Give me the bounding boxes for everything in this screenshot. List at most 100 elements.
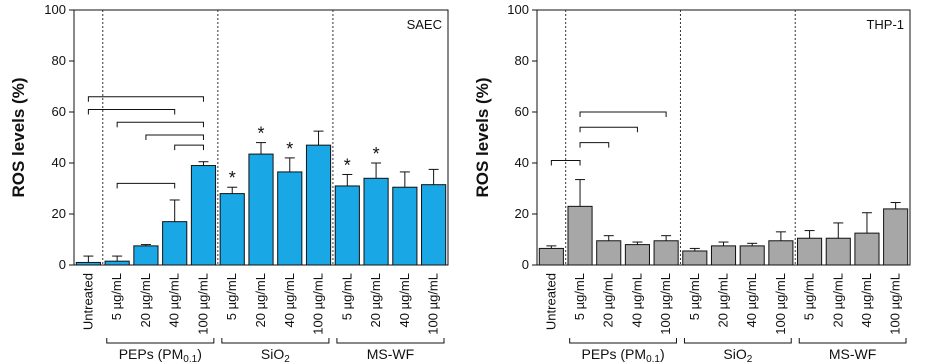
bar bbox=[248, 153, 274, 266]
bar bbox=[162, 221, 188, 266]
category-label: Untreated bbox=[80, 273, 95, 330]
y-tick-label: 80 bbox=[52, 53, 66, 68]
bar bbox=[277, 171, 303, 266]
bar bbox=[710, 245, 737, 266]
comparison-bracket bbox=[87, 108, 176, 115]
y-tick-label: 100 bbox=[507, 2, 529, 17]
category-label: 20 µg/mL bbox=[716, 273, 731, 327]
y-tick-label: 40 bbox=[515, 155, 529, 170]
y-tick-label: 20 bbox=[515, 206, 529, 221]
y-tick-label: 60 bbox=[515, 104, 529, 119]
y-tick-label: 0 bbox=[522, 257, 529, 272]
category-label: Untreated bbox=[543, 273, 558, 330]
group-label-main: SiO bbox=[723, 346, 746, 362]
group-label-subscript: 2 bbox=[747, 354, 753, 364]
bar bbox=[596, 240, 622, 266]
comparison-bracket bbox=[579, 142, 610, 148]
comparison-bracket bbox=[145, 134, 204, 140]
group-label-tail: ) bbox=[660, 346, 665, 362]
group-label-main: MS-WF bbox=[829, 346, 876, 362]
group-label-main: PEPs (PM bbox=[581, 346, 646, 362]
group-label-main: MS-WF bbox=[367, 346, 414, 362]
bar bbox=[219, 193, 245, 266]
bar bbox=[883, 208, 909, 266]
category-label: 20 µg/mL bbox=[253, 273, 268, 327]
bar bbox=[797, 237, 823, 266]
comparison-bracket bbox=[579, 126, 638, 133]
category-label: 40 µg/mL bbox=[167, 273, 182, 327]
bar bbox=[624, 244, 650, 266]
group-label: PEPs (PM0.1) bbox=[119, 346, 202, 364]
group-bracket bbox=[106, 338, 215, 344]
y-axis-label: ROS levels (%) bbox=[9, 78, 28, 198]
group-bracket bbox=[683, 338, 792, 344]
bar bbox=[190, 165, 217, 266]
category-label: 5 µg/mL bbox=[109, 273, 124, 320]
category-label: 100 µg/mL bbox=[311, 273, 326, 335]
comparison-bracket bbox=[174, 144, 204, 151]
category-label: 20 µg/mL bbox=[830, 273, 845, 327]
category-label: 20 µg/mL bbox=[601, 273, 616, 327]
group-label-subscript: 0.1 bbox=[646, 354, 660, 364]
category-label: 40 µg/mL bbox=[744, 273, 759, 327]
significance-star: * bbox=[257, 124, 264, 144]
y-tick-label: 80 bbox=[515, 53, 529, 68]
y-tick-label: 20 bbox=[52, 206, 66, 221]
category-label: 100 µg/mL bbox=[195, 273, 210, 335]
bar bbox=[133, 245, 159, 266]
category-label: 5 µg/mL bbox=[802, 273, 817, 320]
category-label: 40 µg/mL bbox=[859, 273, 874, 327]
group-label-tail: ) bbox=[197, 346, 202, 362]
group-label: MS-WF bbox=[829, 346, 876, 362]
bar bbox=[421, 184, 447, 266]
panel-2: 0 20 40 60 80 100 ROS levels (%) THP-1 Untreated… bbox=[473, 2, 911, 364]
group-label-subscript: 0.1 bbox=[183, 354, 197, 364]
panel-1: 0 20 40 60 80 100 ROS levels (%) SAEC * * * * * Untre… bbox=[9, 2, 449, 364]
group-bracket bbox=[569, 338, 677, 344]
group-label: PEPs (PM0.1) bbox=[581, 346, 664, 364]
group-label: SiO2 bbox=[261, 346, 290, 364]
bar bbox=[653, 240, 679, 266]
group-label-main: SiO bbox=[261, 346, 284, 362]
significance-star: * bbox=[373, 144, 380, 164]
y-tick-label: 100 bbox=[44, 2, 66, 17]
category-label: 5 µg/mL bbox=[339, 273, 354, 320]
group-label: SiO2 bbox=[723, 346, 752, 364]
comparison-bracket bbox=[550, 159, 581, 166]
group-bracket bbox=[336, 338, 445, 344]
bar bbox=[538, 247, 564, 266]
bar bbox=[305, 144, 332, 266]
bar bbox=[363, 177, 389, 266]
category-label: 5 µg/mL bbox=[687, 273, 702, 320]
comparison-bracket bbox=[116, 182, 176, 189]
y-axis-label: ROS levels (%) bbox=[473, 78, 492, 198]
significance-star: * bbox=[286, 139, 293, 159]
group-bracket bbox=[798, 338, 907, 344]
category-label: 100 µg/mL bbox=[888, 273, 903, 335]
comparison-bracket bbox=[579, 111, 667, 117]
significance-star: * bbox=[344, 155, 351, 175]
bar bbox=[768, 240, 794, 266]
bar bbox=[392, 186, 418, 266]
category-label: 100 µg/mL bbox=[773, 273, 788, 335]
group-label-subscript: 2 bbox=[284, 354, 290, 364]
panel-label: SAEC bbox=[407, 17, 442, 32]
category-label: 40 µg/mL bbox=[282, 273, 297, 327]
category-label: 20 µg/mL bbox=[368, 273, 383, 327]
bar bbox=[825, 237, 851, 266]
category-label: 5 µg/mL bbox=[224, 273, 239, 320]
bar bbox=[739, 245, 765, 266]
panel-label: THP-1 bbox=[866, 17, 904, 32]
category-label: 100 µg/mL bbox=[426, 273, 441, 335]
category-label: 100 µg/mL bbox=[658, 273, 673, 335]
comparison-bracket bbox=[87, 96, 204, 102]
category-label: 40 µg/mL bbox=[629, 273, 644, 327]
group-label-main: PEPs (PM bbox=[119, 346, 184, 362]
comparison-bracket bbox=[116, 121, 204, 128]
group-label: MS-WF bbox=[367, 346, 414, 362]
bar bbox=[104, 260, 130, 266]
category-label: 40 µg/mL bbox=[397, 273, 412, 327]
bar bbox=[75, 261, 101, 266]
bar bbox=[567, 205, 593, 266]
